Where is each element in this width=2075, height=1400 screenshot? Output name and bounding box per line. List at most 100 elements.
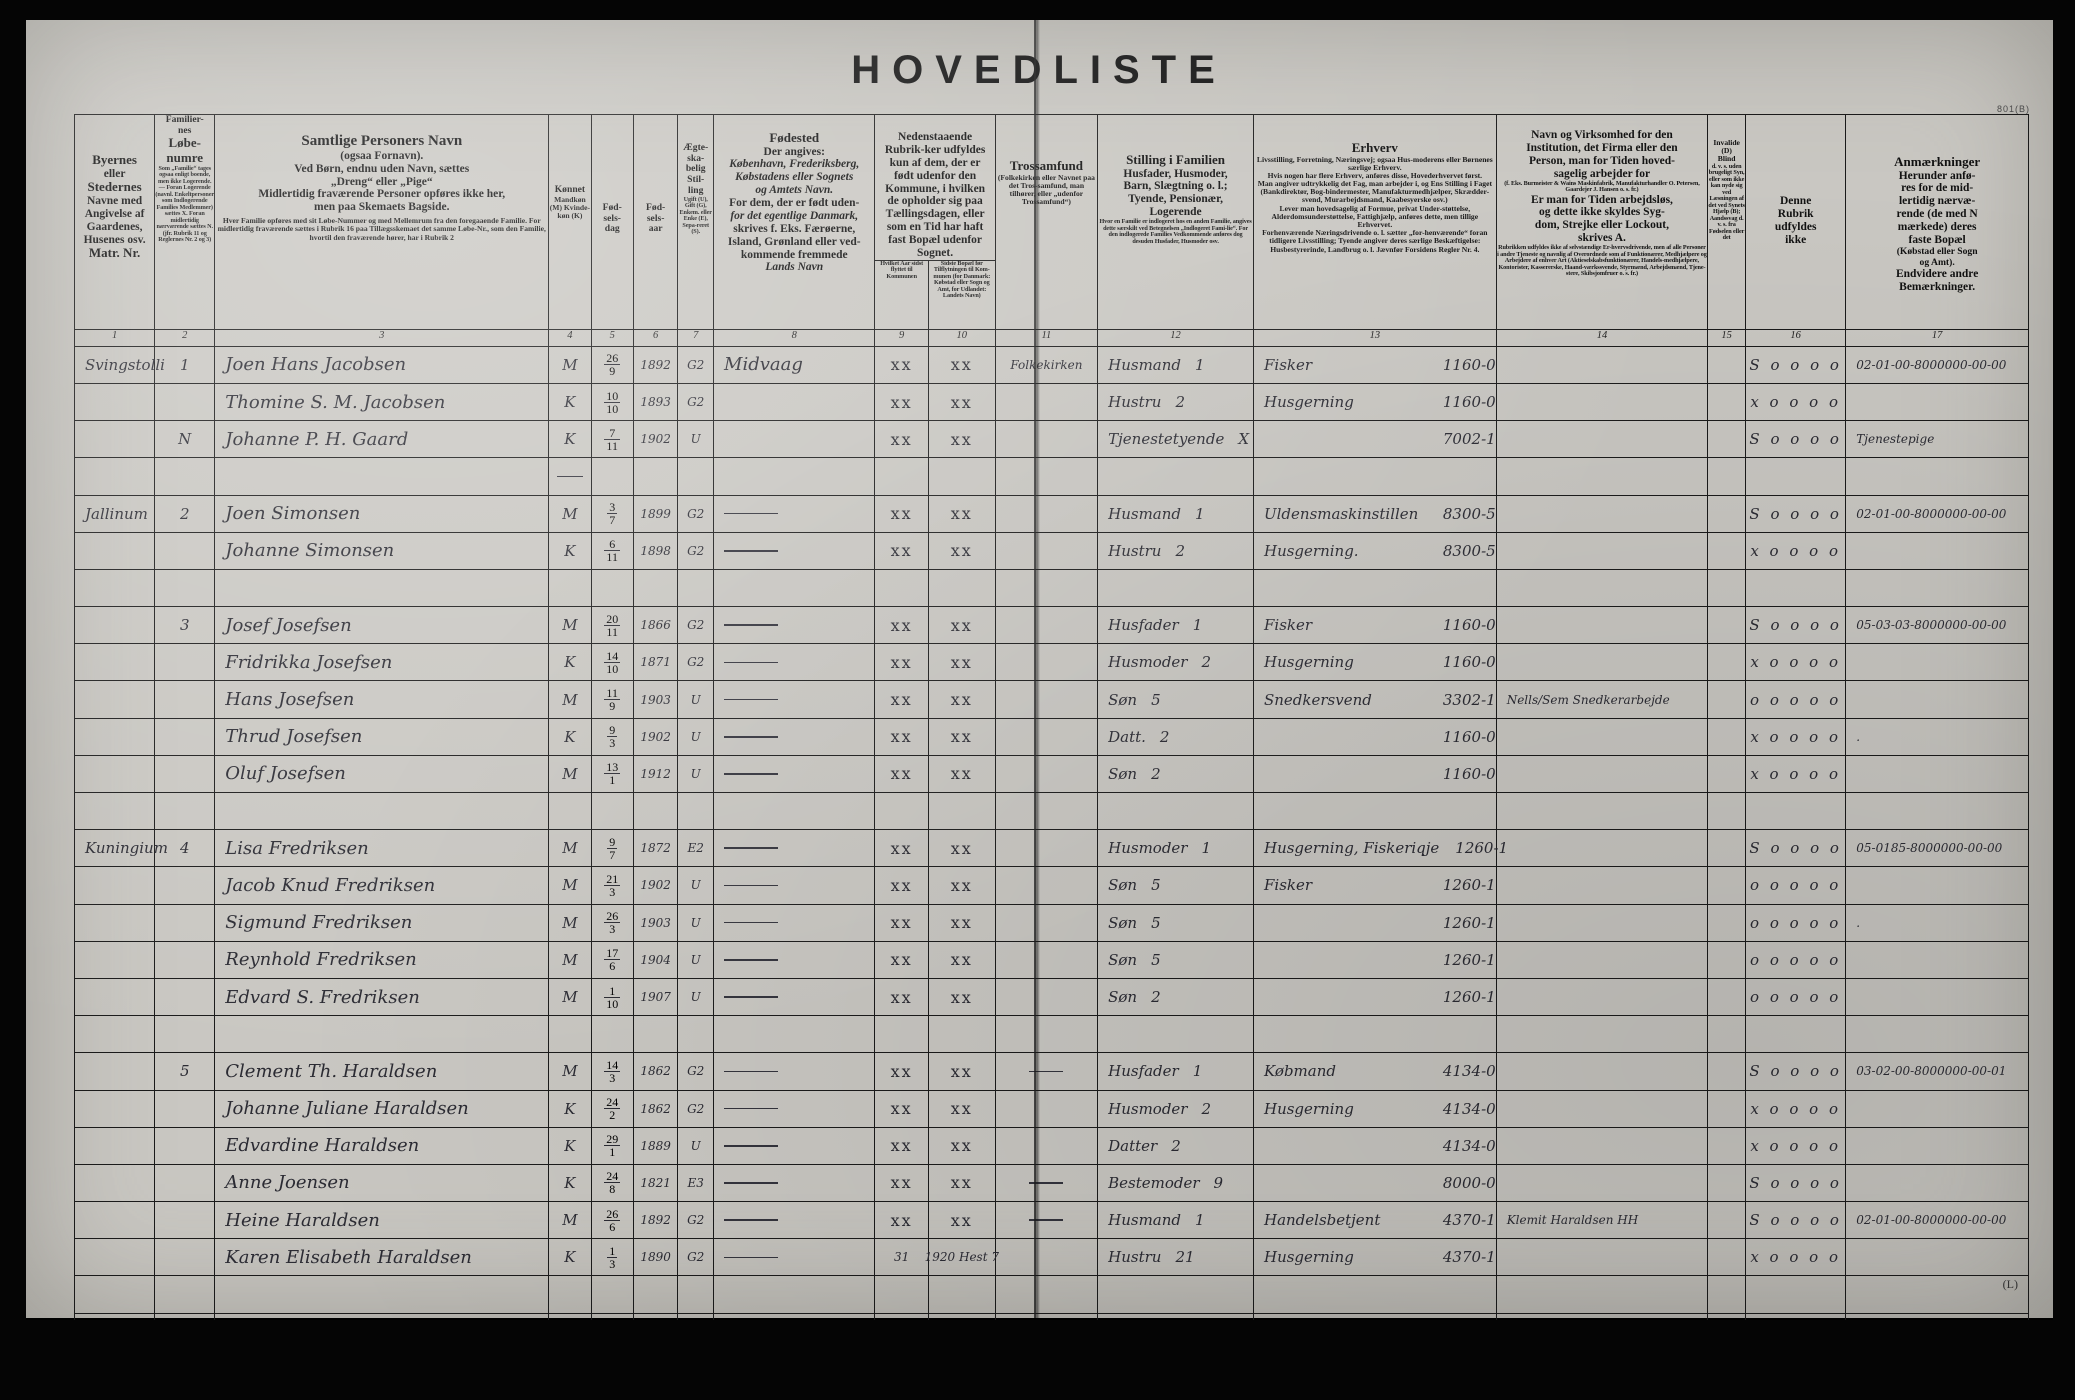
header-col-14-employer: Navn og Virksomhed for den Institution, … — [1495, 114, 1709, 330]
table-row[interactable]: Kuningium 4 Lisa Fredriksen M 9 7 1872 E2 xx xx Hu… — [73, 829, 2029, 868]
cell-moved-year — [874, 457, 929, 496]
cell-sex: K — [548, 717, 592, 756]
cell-name: Thrud Josefsen — [214, 717, 550, 756]
cell-prev-home: xx — [927, 420, 996, 459]
table-row[interactable]: Johanne Juliane Haraldsen K 24 2 1862 G2 xx xx H… — [73, 1089, 2029, 1128]
cell-birthday: 26 3 — [590, 903, 634, 942]
cell-name: Hans Josefsen — [214, 680, 550, 719]
table-row[interactable] — [73, 568, 2029, 608]
cell-birthyear: 1903 — [632, 680, 679, 719]
header-col-15-invalid: Invalide (D) Blind d. v. s. uden brugeli… — [1707, 114, 1747, 330]
cell-birthplace — [713, 1052, 876, 1091]
table-header-row: Byernes eller Stedernes Navne med Angive… — [73, 114, 2029, 330]
cell-prev-home — [927, 1015, 996, 1054]
cell-family-role: Søn 2 — [1097, 977, 1254, 1017]
cell-sex — [548, 791, 592, 831]
cell-birthyear: 1902 — [632, 717, 679, 756]
table-row[interactable] — [73, 791, 2029, 831]
table-row[interactable] — [73, 1275, 2029, 1314]
cell-birthyear: 1821 — [632, 1163, 679, 1203]
cell-birthday: 20 11 — [590, 606, 634, 645]
header-col-10: Sidste Bopæl før Tilflytningen til Kom-m… — [927, 259, 996, 330]
cell-birthday: 14 10 — [590, 643, 634, 682]
cell-family-no — [154, 903, 216, 942]
cell-birthplace — [713, 977, 876, 1017]
table-row[interactable]: Karen Elisabeth Haraldsen K 1 3 1890 G2 31 1920… — [73, 1238, 2029, 1277]
cell-faith — [994, 1275, 1099, 1314]
scan-edge-top — [0, 0, 2075, 20]
cell-invalid — [1707, 1089, 1747, 1128]
cell-invalid — [1707, 1052, 1747, 1091]
table-row[interactable]: Anne Joensen K 24 8 1821 E3 xx xx Bestemoder 9 800… — [73, 1163, 2029, 1203]
cell-trade: Handelsbetjent 4370-1 — [1252, 1201, 1497, 1240]
cell-remarks — [1845, 1238, 2029, 1277]
table-row[interactable]: Johanne Simonsen K 6 11 1898 G2 xx xx Hustru 2 Hus… — [73, 531, 2029, 570]
cell-family-no — [154, 643, 216, 682]
cell-name: Lisa Fredriksen — [214, 829, 550, 868]
scan-edge-left — [0, 0, 26, 1400]
table-row[interactable]: 5 Clement Th. Haraldsen M 14 3 1862 G2 xx xx Husf… — [73, 1052, 2029, 1091]
cell-employer — [1495, 717, 1709, 756]
cell-birthday: 24 2 — [590, 1089, 634, 1128]
cell-birthday: 11 9 — [590, 680, 634, 719]
cell-prev-home — [927, 1275, 996, 1314]
cell-moved-year: xx — [874, 1201, 929, 1240]
cell-family-no: 5 — [154, 1052, 216, 1091]
header-col-9: Hvilket Aar sidst flyttet til Kommunen — [874, 259, 929, 330]
table-row[interactable]: Thomine S. M. Jacobsen K 10 10 1893 G2 xx xx Hus… — [73, 382, 2029, 422]
cell-remarks — [1845, 1126, 2029, 1165]
cell-sex — [548, 1275, 592, 1314]
cell-name: Johanne P. H. Gaard — [214, 420, 550, 459]
table-row[interactable]: Heine Haraldsen M 26 6 1892 G2 xx xx Husmand 1 Han… — [73, 1201, 2029, 1240]
cell-moved-year: 31 — [874, 1238, 929, 1277]
cell-birthyear: 1903 — [632, 903, 679, 942]
cell-rubrik-16: x o o o o — [1745, 717, 1847, 756]
cell-marital: E3 — [677, 1163, 715, 1203]
table-row[interactable]: 3 Josef Josefsen M 20 11 1866 G2 xx xx Husfader 1 F… — [73, 606, 2029, 645]
cell-birthyear — [632, 457, 679, 496]
header-col-12-family-role: Stilling i Familien Husfader, Husmoder, … — [1097, 114, 1254, 330]
cell-remarks — [1845, 1015, 2029, 1054]
cell-prev-home: xx — [927, 382, 996, 422]
colnum-1: 1 — [73, 328, 156, 347]
cell-sex — [548, 568, 592, 608]
cell-trade: Husgerning 1160-0 — [1252, 382, 1497, 422]
cell-name: Oluf Josefsen — [214, 754, 550, 794]
colnum-11: 11 — [994, 328, 1099, 347]
table-row[interactable] — [73, 1015, 2029, 1054]
cell-prev-home: xx — [927, 717, 996, 756]
cell-name: Heine Haraldsen — [214, 1201, 550, 1240]
cell-birthyear: 1907 — [632, 977, 679, 1017]
table-row[interactable]: Svingstolli 1 Joen Hans Jacobsen M 26 9 1892 G2… — [73, 345, 2029, 384]
cell-moved-year: xx — [874, 494, 929, 533]
table-row[interactable]: Fridrikka Josefsen K 14 10 1871 G2 xx xx Husmode… — [73, 643, 2029, 682]
cell-birthplace — [713, 1089, 876, 1128]
cell-place — [73, 606, 156, 645]
cell-birthplace — [713, 1015, 876, 1054]
cell-family-no — [154, 1126, 216, 1165]
table-row[interactable] — [73, 457, 2029, 496]
cell-faith — [994, 866, 1099, 905]
cell-marital: G2 — [677, 494, 715, 533]
cell-birthyear: 1871 — [632, 643, 679, 682]
cell-trade: Fisker 1160-0 — [1252, 345, 1497, 384]
cell-sex: M — [548, 1201, 592, 1240]
cell-invalid — [1707, 494, 1747, 533]
table-row[interactable]: Jallinum 2 Joen Simonsen M 3 7 1899 G2 xx xx Husma… — [73, 494, 2029, 533]
cell-name: Edvard S. Fredriksen — [214, 977, 550, 1017]
cell-employer — [1495, 1163, 1709, 1203]
cell-prev-home: xx — [927, 606, 996, 645]
cell-employer — [1495, 643, 1709, 682]
cell-birthplace — [713, 791, 876, 831]
cell-marital: U — [677, 866, 715, 905]
cell-birthyear: 1912 — [632, 754, 679, 794]
